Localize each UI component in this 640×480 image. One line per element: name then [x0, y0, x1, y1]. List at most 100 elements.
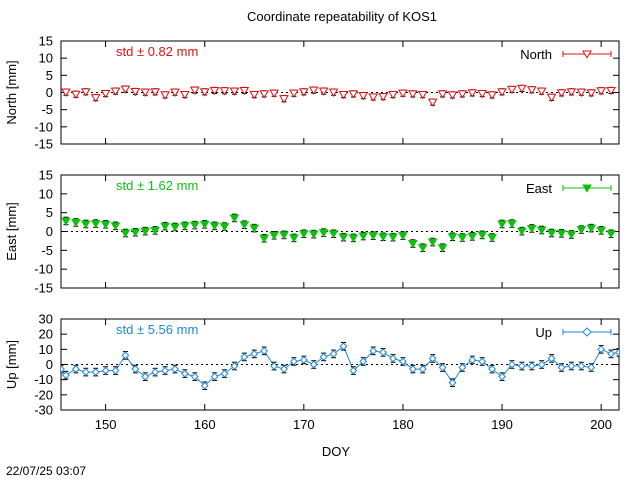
north-data-point	[596, 87, 607, 96]
north-data-point	[279, 95, 289, 104]
up-data-point	[240, 353, 249, 361]
up-data-point	[180, 369, 189, 378]
up-xtick-label: 200	[590, 417, 612, 432]
up-data-point	[329, 349, 338, 358]
north-data-point	[70, 90, 81, 100]
north-data-point	[526, 86, 537, 95]
east-data-point	[249, 224, 260, 233]
east-data-point	[516, 227, 527, 236]
north-ytick-label: -5	[41, 102, 53, 117]
up-data-point	[280, 365, 288, 373]
east-ytick-label: 10	[39, 186, 53, 201]
north-data-point	[606, 86, 616, 96]
north-data-point	[546, 93, 557, 103]
north-data-point	[100, 90, 111, 99]
up-xtick-label: 150	[95, 417, 117, 432]
north-ytick-label: 15	[39, 34, 53, 49]
north-data-point	[467, 89, 478, 98]
east-data-point	[239, 221, 250, 230]
up-data-point	[527, 362, 536, 370]
up-data-point	[478, 357, 487, 366]
up-data-point	[91, 368, 100, 376]
east-data-point	[189, 221, 200, 230]
east-legend-marker	[582, 184, 592, 193]
east-data-point	[606, 230, 616, 239]
up-data-point	[448, 378, 457, 387]
up-legend-marker	[582, 327, 592, 337]
east-data-point	[110, 222, 121, 231]
north-data-point	[90, 94, 101, 103]
north-std-label: std ± 0.82 mm	[116, 44, 198, 59]
up-data-point	[587, 363, 596, 372]
north-data-point	[368, 93, 379, 102]
north-data-point	[259, 90, 270, 99]
east-data-point	[120, 229, 131, 238]
north-data-point	[358, 92, 369, 101]
up-ytick-label: -20	[34, 387, 53, 402]
up-data-point	[537, 360, 546, 369]
east-ytick-label: -10	[34, 262, 53, 277]
east-data-point	[526, 224, 537, 234]
up-data-point	[290, 357, 298, 366]
east-data-point	[328, 230, 339, 239]
east-data-point	[407, 240, 418, 249]
east-ytick-label: 5	[46, 205, 53, 220]
east-data-point	[170, 223, 180, 232]
east-data-point	[90, 220, 101, 229]
east-data-point	[70, 218, 81, 228]
east-data-point	[279, 231, 289, 240]
east-ytick-label: 15	[39, 168, 53, 183]
up-legend-label: Up	[535, 325, 552, 340]
up-data-point	[498, 372, 506, 381]
up-data-point	[200, 381, 209, 390]
north-data-point	[180, 91, 190, 100]
east-data-point	[150, 226, 161, 236]
north-data-point	[289, 89, 299, 98]
north-ytick-label: -10	[34, 119, 53, 134]
up-data-point	[369, 346, 378, 355]
north-data-point	[378, 93, 388, 102]
east-data-point	[437, 244, 448, 253]
north-data-point	[140, 88, 151, 97]
up-data-point	[121, 351, 130, 360]
up-data-point	[220, 369, 229, 378]
up-data-point	[101, 366, 110, 375]
east-panel: 15 10 5 0 -5 -10 -15 East [mm] std ± 1.62 mm East	[4, 168, 620, 296]
north-data-point	[160, 91, 170, 100]
north-data-point	[298, 88, 309, 97]
up-data-point	[131, 365, 140, 373]
up-data-point	[418, 365, 427, 373]
up-data-point	[190, 372, 199, 381]
north-panel: 15 10 5 0 -5 -10 -15 North [mm] std ± 0.82 mm Nor…	[4, 34, 620, 152]
north-data-point	[61, 88, 71, 97]
north-data-point	[586, 89, 597, 98]
north-data-point	[110, 87, 121, 96]
east-data-point	[318, 229, 329, 238]
up-data-point	[111, 366, 120, 375]
up-data-point	[399, 357, 407, 366]
x-axis-label: DOY	[322, 444, 351, 459]
up-data-point	[597, 345, 606, 354]
up-series	[61, 342, 619, 391]
up-std-label: std ± 5.56 mm	[116, 322, 198, 337]
up-data-point	[171, 365, 179, 373]
timestamp: 22/07/25 03:07	[6, 464, 86, 478]
up-data-point	[607, 349, 615, 358]
north-data-point	[120, 85, 131, 94]
up-data-point	[517, 362, 526, 370]
east-data-point	[338, 233, 349, 242]
up-data-point	[547, 354, 556, 363]
east-data-point	[358, 232, 369, 241]
east-ytick-label: 0	[46, 224, 53, 239]
up-data-point	[299, 356, 308, 364]
up-data-point	[349, 366, 358, 375]
east-data-point	[140, 227, 151, 236]
east-data-point	[348, 234, 359, 243]
up-data-point	[508, 360, 516, 369]
east-data-point	[546, 229, 557, 238]
east-data-point	[467, 232, 478, 242]
up-ytick-label: 20	[39, 327, 53, 342]
east-ytick-label: -15	[34, 281, 53, 296]
